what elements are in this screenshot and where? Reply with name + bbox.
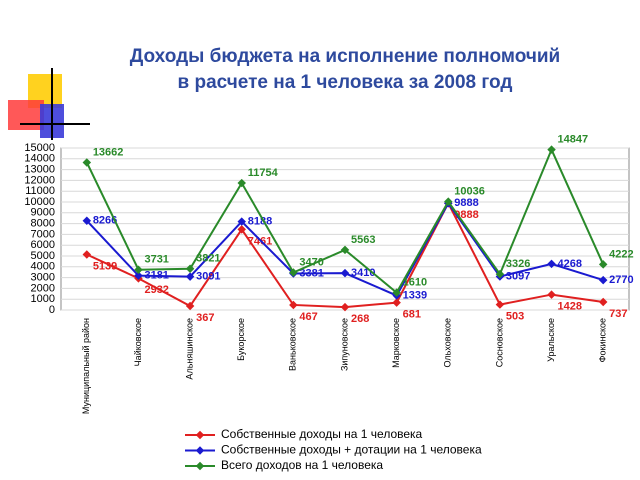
x-tick-label: Уральское bbox=[546, 318, 556, 362]
data-label: 681 bbox=[403, 309, 421, 321]
data-label: 8266 bbox=[93, 215, 117, 227]
data-label: 5563 bbox=[351, 234, 375, 246]
data-label: 3181 bbox=[144, 270, 168, 282]
point bbox=[237, 217, 246, 226]
legend-label: Всего доходов на 1 человека bbox=[221, 458, 383, 472]
x-tick-label: Зипуновское bbox=[339, 318, 349, 371]
point bbox=[185, 301, 195, 311]
data-label: 1610 bbox=[403, 277, 427, 289]
point bbox=[185, 264, 195, 273]
point bbox=[82, 250, 92, 259]
y-tick-label: 11000 bbox=[25, 185, 55, 197]
point bbox=[495, 300, 505, 309]
data-label: 13662 bbox=[93, 146, 124, 158]
point bbox=[237, 178, 246, 188]
y-tick-label: 15000 bbox=[24, 142, 55, 154]
point bbox=[598, 260, 608, 269]
x-tick-label: Муниципальный район bbox=[81, 318, 91, 414]
data-label: 3731 bbox=[144, 254, 168, 266]
data-label: 4268 bbox=[558, 258, 582, 270]
point bbox=[547, 290, 556, 299]
data-label: 268 bbox=[351, 313, 369, 325]
x-tick-label: Чайковское bbox=[133, 318, 143, 366]
data-label: 11754 bbox=[248, 167, 279, 179]
y-tick-label: 3000 bbox=[31, 272, 55, 284]
y-tick-label: 6000 bbox=[31, 239, 55, 251]
legend-marker bbox=[195, 461, 205, 471]
data-label: 9888 bbox=[454, 197, 478, 209]
point bbox=[82, 216, 92, 225]
x-tick-label: Букорское bbox=[236, 318, 246, 361]
point bbox=[598, 297, 608, 307]
point bbox=[392, 298, 401, 307]
y-tick-label: 5000 bbox=[31, 250, 55, 262]
data-label: 14847 bbox=[558, 134, 589, 146]
point bbox=[392, 288, 401, 297]
point bbox=[340, 245, 350, 255]
data-label: 5139 bbox=[93, 260, 117, 272]
point bbox=[495, 269, 505, 279]
point bbox=[289, 300, 298, 310]
x-tick-label: Фокинское bbox=[598, 318, 608, 362]
data-label: 3381 bbox=[299, 267, 323, 279]
y-tick-label: 4000 bbox=[31, 261, 55, 273]
y-tick-label: 7000 bbox=[31, 228, 55, 240]
data-label: 3091 bbox=[196, 271, 220, 283]
legend-marker bbox=[195, 430, 205, 440]
data-label: 3097 bbox=[506, 270, 530, 282]
data-label: 2770 bbox=[609, 274, 633, 286]
y-tick-label: 12000 bbox=[24, 174, 55, 186]
legend-marker bbox=[195, 446, 205, 455]
point bbox=[82, 158, 92, 167]
data-label: 8188 bbox=[248, 215, 272, 227]
data-label: 503 bbox=[506, 310, 524, 322]
chart-title: в расчете на 1 человека за 2008 год bbox=[178, 72, 513, 93]
y-tick-label: 10000 bbox=[24, 196, 55, 208]
point bbox=[185, 272, 195, 281]
y-tick-label: 1000 bbox=[31, 293, 55, 305]
point bbox=[237, 225, 246, 234]
x-tick-label: Марковское bbox=[391, 318, 401, 368]
x-tick-label: Альняшинское bbox=[184, 318, 194, 380]
point bbox=[289, 268, 298, 277]
y-tick-label: 2000 bbox=[31, 282, 55, 294]
x-tick-label: Ольховское bbox=[443, 318, 453, 367]
data-label: 2932 bbox=[144, 284, 168, 296]
chart-title: Доходы бюджета на исполнение полномочий bbox=[130, 46, 561, 67]
point bbox=[134, 265, 143, 274]
point bbox=[547, 259, 556, 269]
data-label: 467 bbox=[299, 311, 317, 323]
point bbox=[340, 268, 350, 278]
data-label: 4222 bbox=[609, 248, 633, 260]
point bbox=[340, 302, 350, 312]
y-tick-label: 8000 bbox=[31, 218, 55, 230]
point bbox=[134, 271, 143, 280]
data-label: 367 bbox=[196, 312, 214, 324]
data-label: 1428 bbox=[558, 300, 582, 312]
legend-label: Собственные доходы на 1 человека bbox=[221, 427, 423, 441]
point bbox=[598, 275, 608, 285]
data-label: 3326 bbox=[506, 258, 530, 270]
data-label: 10036 bbox=[454, 186, 485, 198]
x-tick-label: Ваньковское bbox=[288, 318, 298, 371]
y-tick-label: 14000 bbox=[24, 153, 55, 165]
data-label: 3821 bbox=[196, 253, 220, 265]
x-tick-label: Сосновское bbox=[494, 318, 504, 367]
y-tick-label: 9000 bbox=[31, 207, 55, 219]
y-tick-label: 0 bbox=[49, 304, 55, 316]
data-label: 1339 bbox=[403, 289, 427, 301]
data-label: 3470 bbox=[299, 256, 323, 268]
point bbox=[444, 197, 453, 206]
point bbox=[547, 145, 556, 154]
decoration bbox=[8, 68, 90, 140]
legend-label: Собственные доходы + дотации на 1 челове… bbox=[221, 443, 482, 457]
data-label: 737 bbox=[609, 308, 627, 320]
y-tick-label: 13000 bbox=[24, 164, 55, 176]
